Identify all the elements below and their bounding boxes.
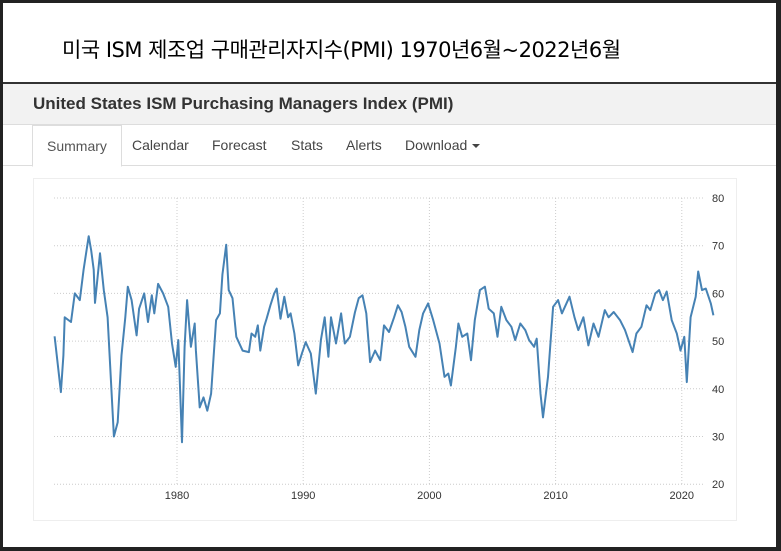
- tab-download-label: Download: [405, 137, 468, 153]
- tab-bar: Summary Calendar Forecast Stats Alerts D…: [3, 125, 776, 167]
- x-tick-label: 2010: [543, 490, 567, 502]
- tab-alerts[interactable]: Alerts: [346, 137, 382, 153]
- chart-heading: United States ISM Purchasing Managers In…: [33, 94, 454, 113]
- y-tick-label: 20: [712, 479, 724, 491]
- divider: [3, 82, 776, 84]
- y-tick-label: 70: [712, 241, 724, 253]
- tab-forecast[interactable]: Forecast: [212, 137, 267, 153]
- header-bar: United States ISM Purchasing Managers In…: [3, 84, 776, 125]
- tab-download[interactable]: Download: [405, 137, 481, 153]
- page-title: 미국 ISM 제조업 구매관리자지수(PMI) 1970년6월~2022년6월: [62, 38, 621, 62]
- tab-calendar[interactable]: Calendar: [132, 137, 189, 153]
- tab-stats[interactable]: Stats: [291, 137, 323, 153]
- tab-summary[interactable]: Summary: [32, 125, 122, 167]
- series-line: [53, 235, 715, 444]
- x-tick-label: 1980: [165, 490, 189, 502]
- x-tick-label: 2020: [670, 490, 694, 502]
- y-tick-label: 60: [712, 288, 724, 300]
- caret-down-icon: [472, 144, 481, 149]
- x-tick-label: 1990: [291, 490, 315, 502]
- y-tick-label: 30: [712, 432, 724, 444]
- y-tick-label: 80: [712, 193, 724, 205]
- x-tick-label: 2000: [417, 490, 441, 502]
- y-tick-label: 40: [712, 384, 724, 396]
- chart-container: [33, 178, 737, 521]
- y-tick-label: 50: [712, 336, 724, 348]
